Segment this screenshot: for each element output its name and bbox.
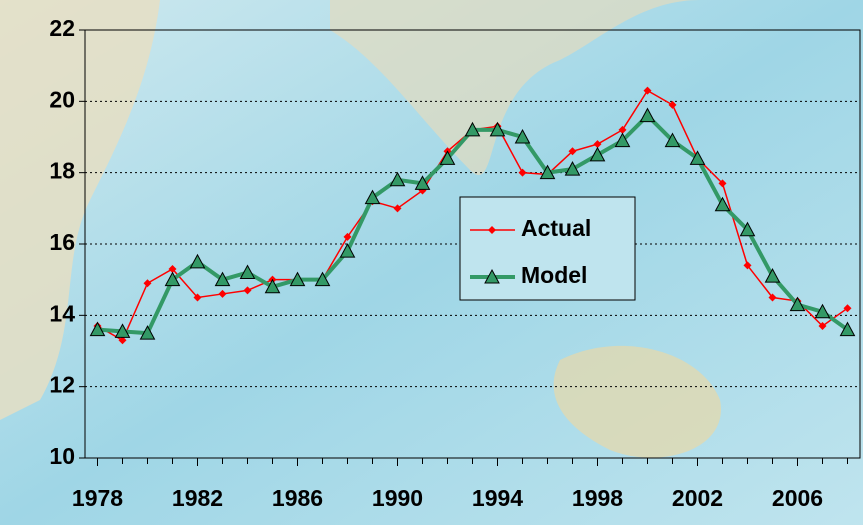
x-tick-label: 2006 bbox=[772, 485, 823, 511]
y-tick-label: 20 bbox=[49, 86, 75, 112]
chart: 10 12 14 16 18 20 22 1978 1982 1986 1990 1994 1998 20… bbox=[0, 0, 863, 525]
x-tick-label: 1990 bbox=[372, 485, 423, 511]
y-tick-label: 10 bbox=[49, 443, 75, 469]
x-tick-label: 1978 bbox=[72, 485, 123, 511]
y-tick-label: 18 bbox=[49, 158, 75, 184]
x-tick-label: 1998 bbox=[572, 485, 623, 511]
x-tick-label: 2002 bbox=[672, 485, 723, 511]
x-tick-label: 1986 bbox=[272, 485, 323, 511]
y-tick-label: 12 bbox=[49, 372, 75, 398]
y-tick-label: 16 bbox=[49, 229, 75, 255]
x-tick-label: 1994 bbox=[472, 485, 523, 511]
y-tick-label: 22 bbox=[49, 15, 75, 41]
x-tick-label: 1982 bbox=[172, 485, 223, 511]
legend: Actual Model bbox=[460, 197, 635, 300]
y-tick-label: 14 bbox=[49, 300, 75, 326]
legend-label: Actual bbox=[521, 215, 591, 241]
legend-label: Model bbox=[521, 262, 587, 288]
